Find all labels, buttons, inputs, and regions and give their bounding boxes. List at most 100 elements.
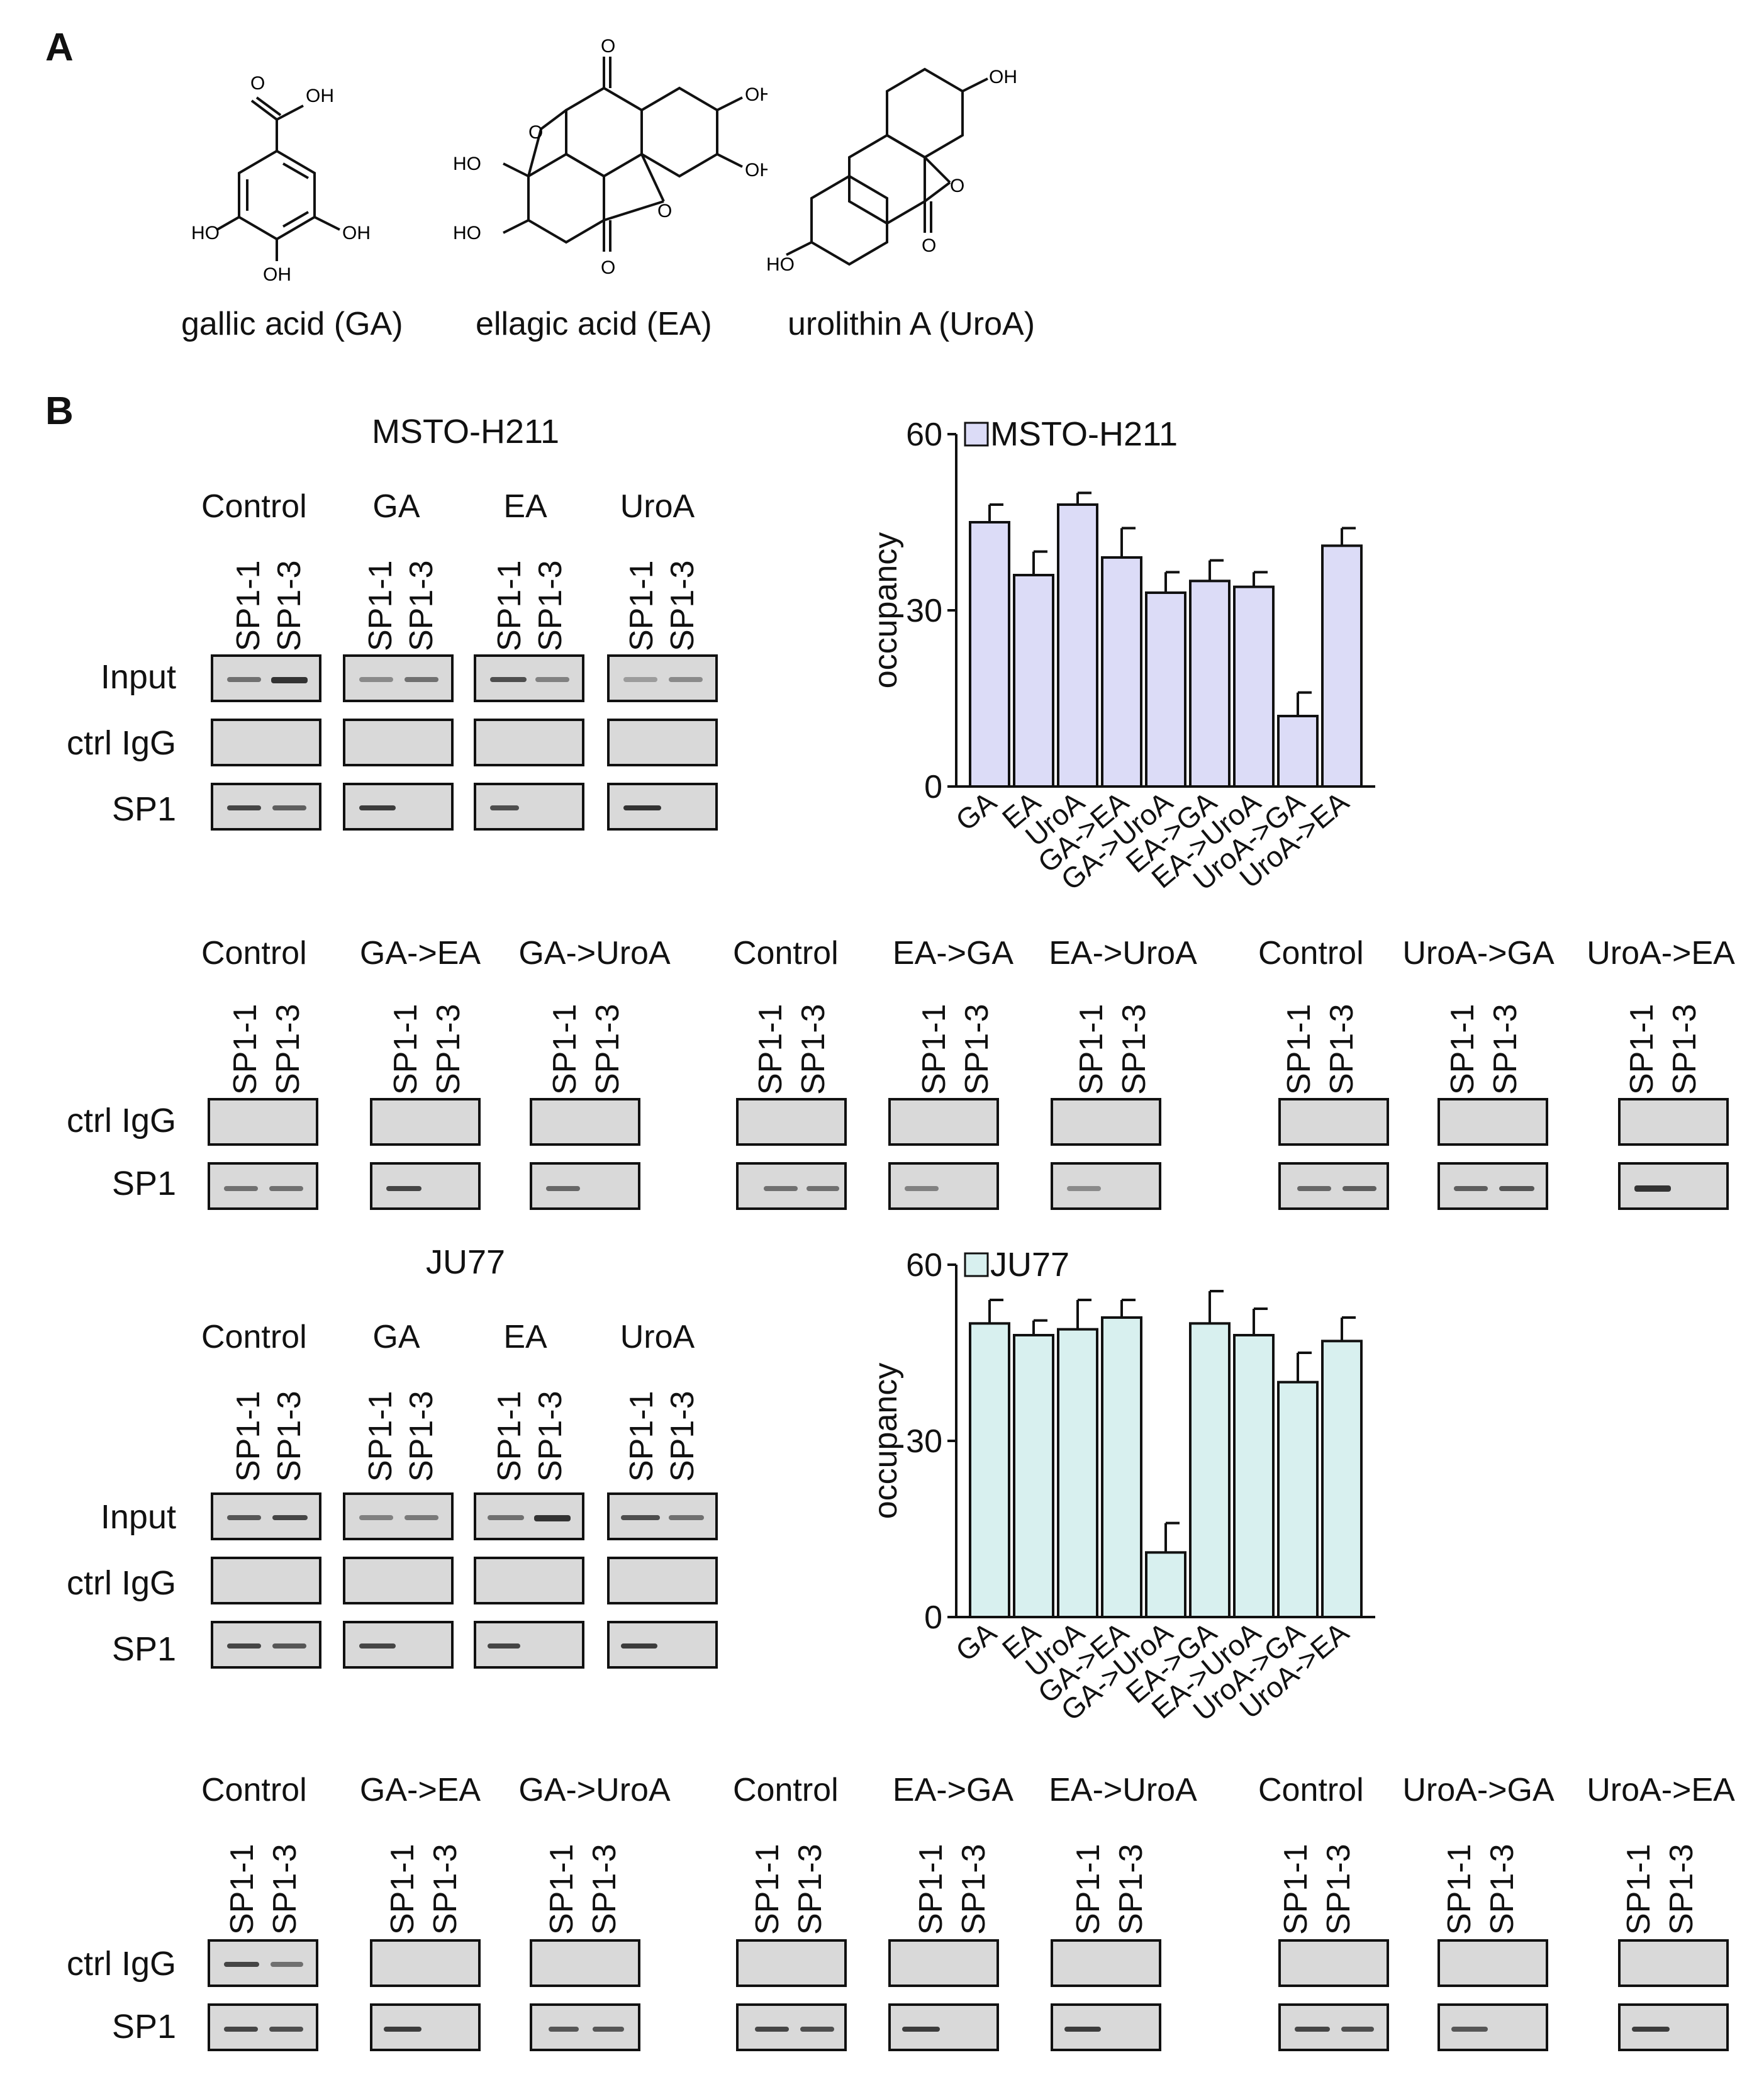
gel-band — [593, 2027, 624, 2032]
gel-igg — [530, 1939, 640, 1987]
gel-input-uroa — [607, 1492, 718, 1540]
gel-sp1-uroa — [607, 783, 718, 831]
bar — [1145, 1551, 1186, 1619]
bar — [1233, 1334, 1275, 1618]
row-label-input: Input — [100, 658, 176, 696]
msto-group-ea: EA — [503, 488, 547, 525]
gel-band — [1454, 1186, 1488, 1191]
bar — [1013, 574, 1054, 788]
gel-band — [488, 1515, 524, 1520]
legend-label: JU77 — [990, 1246, 1069, 1284]
lane-label: SP1-1 — [388, 1004, 424, 1095]
row-label-ctrl-igg: ctrl IgG — [66, 1564, 176, 1602]
gel-band — [227, 1643, 261, 1649]
bar — [1277, 1380, 1319, 1619]
lane-label: SP1-1 — [1624, 1004, 1660, 1095]
bar — [1145, 591, 1186, 788]
gel-band — [800, 2027, 834, 2032]
row-label-ctrl-igg: ctrl IgG — [66, 724, 176, 762]
gel-igg — [1278, 1939, 1389, 1987]
ellagic-atom-o-ring-right: O — [657, 201, 672, 221]
gel-igg — [1618, 1098, 1729, 1146]
gel-input-control — [211, 654, 321, 702]
gel-sp1 — [888, 1162, 999, 1210]
lane-label: SP1-1 — [547, 1004, 583, 1095]
gel-sp1 — [1618, 1162, 1729, 1210]
gel-igg — [888, 1939, 999, 1987]
gel-band — [1295, 2027, 1330, 2032]
gel-sp1 — [1618, 2003, 1729, 2051]
y-tick-label: 0 — [924, 769, 942, 805]
ju77-group2-ea-ga: EA->GA — [892, 1772, 1014, 1808]
gel-sp1 — [1437, 2003, 1548, 2051]
gel-band — [1632, 2027, 1670, 2032]
gel-input-control — [211, 1492, 321, 1540]
gel-sp1 — [530, 1162, 640, 1210]
gel-band — [271, 677, 308, 683]
gel-band — [271, 1962, 303, 1967]
gel-igg — [1437, 1939, 1548, 1987]
bar — [1321, 544, 1363, 788]
bar — [1277, 715, 1319, 788]
gel-band — [623, 677, 657, 682]
row-label-ctrl-igg: ctrl IgG — [66, 1102, 176, 1139]
gallic-atom-oh-carboxyl: OH — [306, 86, 334, 106]
lane-label: SP1-3 — [430, 1004, 467, 1095]
lane-label: SP1-1 — [623, 1391, 660, 1482]
lane-label: SP1-1 — [1444, 1004, 1481, 1095]
urolithin-atom-ho: HO — [768, 254, 795, 275]
ju77-group2-uroa-ga: UroA->GA — [1402, 1772, 1555, 1808]
ellagic-atom-oh-1: OH — [745, 84, 768, 105]
y-tick-label: 30 — [906, 1423, 942, 1460]
lane-label: SP1-3 — [532, 560, 569, 651]
gallic-acid-caption: gallic acid (GA) — [181, 306, 403, 342]
gel-sp1 — [1051, 2003, 1161, 2051]
gel-sp1-ga — [343, 783, 454, 831]
gel-band — [227, 677, 261, 682]
gel-band — [764, 1186, 798, 1191]
msto-cell-title: MSTO-H211 — [371, 413, 560, 451]
panel-a-letter: A — [45, 26, 74, 69]
gallic-acid-structure: O OH HO OH OH — [191, 73, 371, 283]
gel-band — [488, 1643, 520, 1649]
gel-sp1 — [1278, 1162, 1389, 1210]
gel-igg — [208, 1098, 318, 1146]
gel-band — [546, 1186, 580, 1191]
ju77-group2-control-2: Control — [733, 1772, 839, 1808]
row-label-input: Input — [100, 1498, 176, 1536]
gel-sp1 — [370, 1162, 481, 1210]
lane-label: SP1-3 — [664, 560, 701, 651]
bar — [1189, 579, 1231, 788]
gel-igg — [208, 1939, 318, 1987]
gel-igg — [1278, 1098, 1389, 1146]
gel-igg-control — [211, 1557, 321, 1604]
msto-group2-control-3: Control — [1258, 935, 1364, 971]
gel-igg-control — [211, 719, 321, 766]
msto-group2-ea-ga: EA->GA — [892, 935, 1014, 971]
gel-band — [269, 2027, 303, 2032]
lane-label: SP1-1 — [230, 560, 267, 651]
gel-band — [1067, 1186, 1101, 1191]
gel-input-ea — [474, 1492, 584, 1540]
gel-band — [490, 677, 527, 682]
lane-label: SP1-3 — [1113, 1844, 1149, 1935]
gel-igg-ea — [474, 1557, 584, 1604]
ju77-group-control: Control — [201, 1319, 307, 1355]
msto-group-ga: GA — [372, 488, 420, 525]
lane-label: SP1-1 — [362, 560, 399, 651]
lane-label: SP1-3 — [959, 1004, 995, 1095]
row-label-sp1: SP1 — [111, 1165, 176, 1202]
gel-band — [1451, 2027, 1488, 2032]
lane-label: SP1-3 — [792, 1844, 829, 1935]
bar — [1057, 503, 1098, 788]
lane-label: SP1-1 — [916, 1004, 952, 1095]
gel-sp1 — [888, 2003, 999, 2051]
urolithin-a-structure: OH HO O O — [768, 67, 1017, 275]
ju77-group2-ea-uroa: EA->UroA — [1049, 1772, 1197, 1808]
ju77-group2-ga-ea: GA->EA — [359, 1772, 481, 1808]
gel-band — [755, 2027, 789, 2032]
gel-sp1-ea — [474, 1621, 584, 1669]
gel-igg — [736, 1939, 847, 1987]
gel-sp1 — [370, 2003, 481, 2051]
gallic-atom-oh-bottom: OH — [263, 264, 291, 283]
